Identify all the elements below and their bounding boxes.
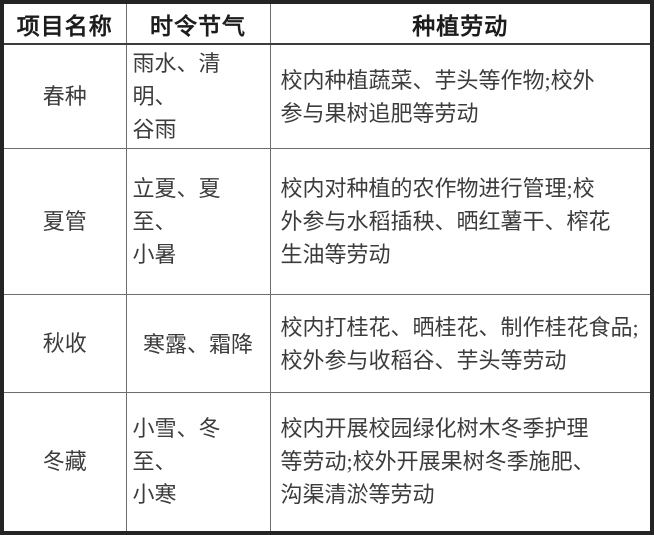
header-row: 项目名称 时令节气 种植劳动: [2, 2, 652, 45]
solar-terms-text: 雨水、清明、 谷雨: [132, 51, 221, 142]
cell-labor: 校内打桂花、晒桂花、制作桂花食品; 校外参与收稻谷、芋头等劳动: [269, 294, 652, 393]
table-row-spring: 春种 雨水、清明、 谷雨 校内种植蔬菜、芋头等作物;校外 参与果树追肥等劳动: [2, 43, 652, 149]
header-cell-solar-terms: 时令节气: [125, 2, 271, 45]
cell-solar-terms: 小雪、冬至、 小寒: [125, 392, 271, 533]
cell-labor: 校内种植蔬菜、芋头等作物;校外 参与果树追肥等劳动: [269, 43, 652, 149]
cell-solar-terms: 寒露、霜降: [125, 294, 271, 393]
solar-terms-text: 寒露、霜降: [142, 332, 253, 358]
cell-project: 春种: [2, 43, 127, 149]
cell-project: 冬藏: [2, 392, 127, 533]
cell-solar-terms: 雨水、清明、 谷雨: [125, 43, 271, 149]
cell-labor: 校内对种植的农作物进行管理;校 外参与水稻插秧、晒红薯干、榨花 生油等劳动: [269, 148, 652, 295]
cell-labor: 校内开展校园绿化树木冬季护理 等劳动;校外开展果树冬季施肥、 沟渠清淤等劳动: [269, 392, 652, 533]
table-row-winter: 冬藏 小雪、冬至、 小寒 校内开展校园绿化树木冬季护理 等劳动;校外开展果树冬季…: [2, 392, 652, 533]
cell-solar-terms: 立夏、夏至、 小暑: [125, 148, 271, 295]
cell-project: 夏管: [2, 148, 127, 295]
solar-terms-text: 立夏、夏至、 小暑: [132, 176, 221, 267]
header-cell-labor: 种植劳动: [269, 2, 652, 45]
table-row-summer: 夏管 立夏、夏至、 小暑 校内对种植的农作物进行管理;校 外参与水稻插秧、晒红薯…: [2, 148, 652, 295]
solar-terms-text: 小雪、冬至、 小寒: [132, 416, 221, 508]
cell-project: 秋收: [2, 294, 127, 393]
header-cell-project: 项目名称: [2, 2, 127, 45]
table-row-autumn: 秋收 寒露、霜降 校内打桂花、晒桂花、制作桂花食品; 校外参与收稻谷、芋头等劳动: [2, 294, 652, 393]
